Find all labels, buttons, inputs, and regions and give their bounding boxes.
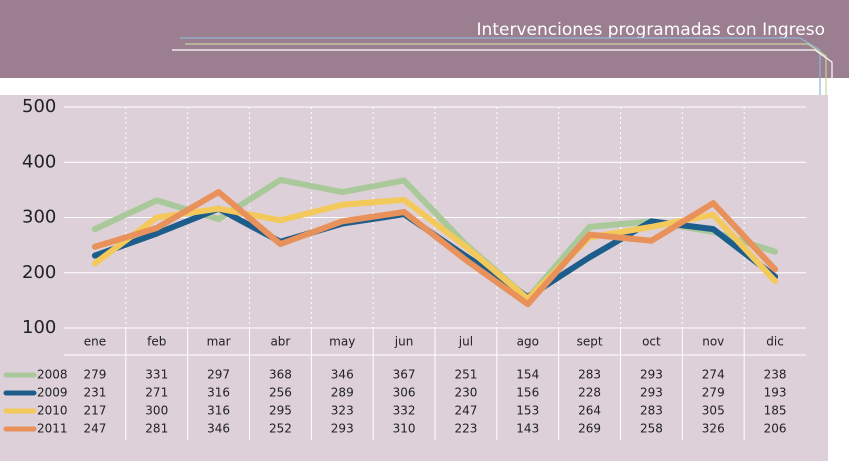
table-cell: 281 xyxy=(145,422,168,436)
table-cell: 274 xyxy=(702,368,725,382)
y-tick-label: 100 xyxy=(22,317,56,338)
table-cell: 346 xyxy=(331,368,354,382)
table-cell: 238 xyxy=(764,368,787,382)
legend-label: 2008 xyxy=(37,368,68,382)
x-tick-label: feb xyxy=(147,335,166,349)
table-cell: 368 xyxy=(269,368,292,382)
y-tick-label: 200 xyxy=(22,262,56,283)
table-cell: 326 xyxy=(702,422,725,436)
y-tick-label: 300 xyxy=(22,207,56,228)
table-cell: 223 xyxy=(454,422,477,436)
y-tick-label: 400 xyxy=(22,151,56,172)
chart-title: Intervenciones programadas con Ingreso xyxy=(477,20,825,40)
y-tick-label: 500 xyxy=(22,96,56,117)
table-cell: 293 xyxy=(331,422,354,436)
table-cell: 283 xyxy=(578,368,601,382)
x-tick-label: sept xyxy=(577,335,603,349)
table-cell: 206 xyxy=(764,422,787,436)
chart-background xyxy=(0,95,828,461)
table-cell: 297 xyxy=(207,368,230,382)
x-tick-label: dic xyxy=(766,335,784,349)
table-cell: 228 xyxy=(578,386,601,400)
table-cell: 143 xyxy=(516,422,539,436)
table-cell: 332 xyxy=(393,404,416,418)
legend-label: 2011 xyxy=(37,422,68,436)
table-cell: 367 xyxy=(393,368,416,382)
table-cell: 310 xyxy=(393,422,416,436)
table-cell: 271 xyxy=(145,386,168,400)
table-cell: 283 xyxy=(640,404,663,418)
table-cell: 293 xyxy=(640,386,663,400)
table-cell: 346 xyxy=(207,422,230,436)
table-cell: 193 xyxy=(764,386,787,400)
table-cell: 154 xyxy=(516,368,539,382)
x-tick-label: nov xyxy=(702,335,724,349)
table-cell: 293 xyxy=(640,368,663,382)
table-cell: 251 xyxy=(454,368,477,382)
table-cell: 231 xyxy=(83,386,106,400)
x-tick-label: ene xyxy=(84,335,106,349)
table-cell: 279 xyxy=(83,368,106,382)
x-tick-label: abr xyxy=(270,335,290,349)
series-line xyxy=(91,189,779,308)
table-cell: 306 xyxy=(393,386,416,400)
table-cell: 230 xyxy=(454,386,477,400)
table-cell: 252 xyxy=(269,422,292,436)
table-cell: 256 xyxy=(269,386,292,400)
series-line xyxy=(91,196,779,302)
table-cell: 185 xyxy=(764,404,787,418)
table-cell: 156 xyxy=(516,386,539,400)
table-cell: 316 xyxy=(207,386,230,400)
table-cell: 295 xyxy=(269,404,292,418)
table-cell: 289 xyxy=(331,386,354,400)
table-cell: 217 xyxy=(83,404,106,418)
x-tick-label: jun xyxy=(394,335,414,349)
legend-label: 2010 xyxy=(37,404,68,418)
decor-line xyxy=(172,49,833,415)
table-cell: 269 xyxy=(578,422,601,436)
table-cell: 305 xyxy=(702,404,725,418)
x-tick-label: mar xyxy=(207,335,231,349)
x-tick-label: ago xyxy=(517,335,539,349)
table-cell: 279 xyxy=(702,386,725,400)
table-cell: 247 xyxy=(83,422,106,436)
table-cell: 247 xyxy=(454,404,477,418)
table-cell: 153 xyxy=(516,404,539,418)
x-tick-label: jul xyxy=(458,335,473,349)
table-cell: 300 xyxy=(145,404,168,418)
table-cell: 316 xyxy=(207,404,230,418)
header-band xyxy=(0,0,849,78)
table-cell: 264 xyxy=(578,404,601,418)
legend-label: 2009 xyxy=(37,386,68,400)
table-cell: 323 xyxy=(331,404,354,418)
table-cell: 258 xyxy=(640,422,663,436)
table-cell: 331 xyxy=(145,368,168,382)
x-tick-label: may xyxy=(329,335,355,349)
x-tick-label: oct xyxy=(642,335,661,349)
